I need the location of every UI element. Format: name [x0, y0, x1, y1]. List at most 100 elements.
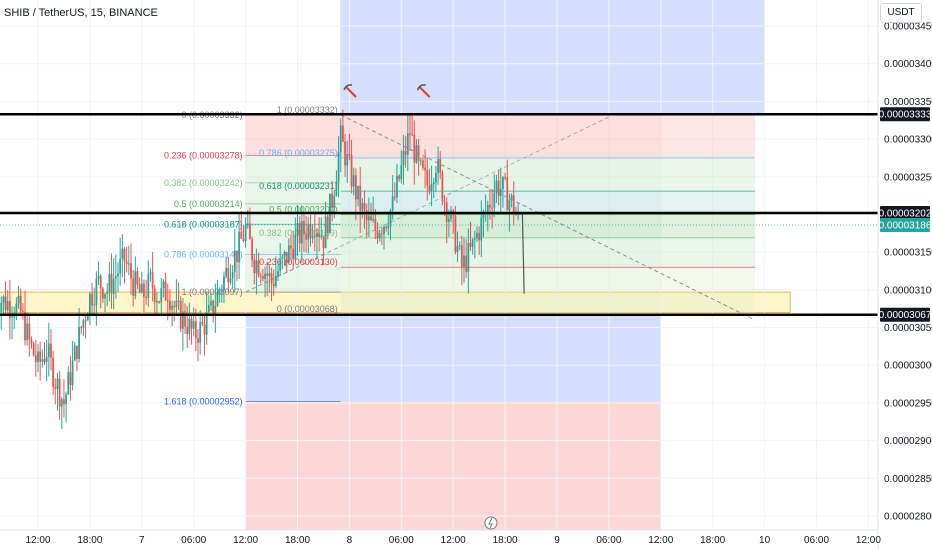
candle-body — [205, 312, 208, 335]
fib-right-band-ext — [660, 157, 755, 192]
candle-body — [441, 172, 444, 202]
candle-body — [210, 300, 212, 306]
fib-left-level-label: 0.618 (0.00003187) — [164, 219, 243, 229]
time-tick-label: 06:00 — [804, 535, 829, 546]
candle-body — [76, 345, 78, 359]
fib-right-level-label: 0 (0.00003068) — [277, 304, 338, 314]
candle-body — [56, 378, 59, 389]
candle-body — [13, 316, 16, 318]
horizontal-levels-layer[interactable]: 0.00003333 0.00003202 0.00003067 0.00003186 — [0, 84, 932, 322]
candle-body — [396, 175, 398, 198]
candle-body — [439, 159, 442, 173]
candle-body — [465, 255, 468, 272]
price-tick-label: 0.00002800 — [884, 512, 932, 523]
candle-body — [95, 278, 98, 305]
candle-body — [430, 184, 433, 191]
candle-body — [419, 160, 422, 162]
candle-body — [184, 311, 186, 327]
currency-selector[interactable]: USDT — [880, 3, 922, 23]
candle-body — [363, 202, 366, 211]
last-price-badge — [880, 218, 930, 233]
candle-body — [17, 295, 20, 304]
candle-body — [6, 301, 9, 311]
candle-body — [409, 133, 411, 135]
candle-body — [84, 320, 87, 322]
candle-body — [378, 233, 381, 239]
candle-body — [63, 399, 65, 405]
candle-body — [45, 357, 48, 362]
candle-body — [119, 258, 122, 274]
candle-body — [307, 224, 310, 240]
candle-body — [380, 233, 383, 235]
candle-body — [283, 251, 286, 257]
candle-body — [121, 248, 124, 259]
candle-body — [266, 273, 269, 276]
candle-body — [281, 256, 284, 259]
candle-body — [335, 181, 338, 196]
candle-body — [8, 301, 11, 318]
candle-body — [460, 245, 463, 267]
candle-body — [385, 226, 388, 228]
candle-body — [158, 301, 160, 303]
fib-left-trend-line — [245, 116, 611, 293]
candle-body — [220, 289, 223, 291]
candle-body — [91, 293, 93, 306]
candle-body — [229, 278, 232, 283]
candle-body — [361, 202, 364, 211]
candle-body — [387, 226, 390, 228]
candle-body — [502, 176, 504, 189]
candle-body — [54, 387, 57, 389]
candle-body — [140, 283, 143, 293]
candle-body — [114, 276, 117, 279]
candle-body — [173, 305, 176, 308]
candle-body — [255, 260, 258, 274]
fib-right-band — [340, 214, 661, 238]
candle-body — [406, 133, 409, 155]
candle-body — [240, 231, 243, 239]
candle-body — [169, 301, 171, 310]
candle-body — [262, 276, 264, 279]
lightning-icon[interactable] — [484, 516, 498, 530]
candle-body — [69, 372, 72, 386]
candle-body — [279, 258, 282, 272]
candle-body — [117, 273, 119, 277]
price-badge — [880, 107, 930, 122]
candle-body — [400, 165, 403, 180]
candle-body — [274, 275, 277, 286]
candle-body — [177, 300, 180, 302]
candle-body — [28, 323, 31, 340]
candle-body — [227, 268, 230, 283]
candle-body — [456, 245, 459, 252]
candle-body — [199, 322, 202, 343]
price-badge-label: 0.00003333 — [879, 110, 932, 121]
candle-body — [214, 305, 217, 315]
candle-body — [149, 272, 152, 274]
candle-body — [389, 210, 392, 227]
candle-body — [411, 134, 414, 136]
candle-body — [11, 316, 13, 318]
candle-body — [467, 242, 470, 272]
time-tick-label: 12:00 — [856, 535, 881, 546]
candle-body — [339, 125, 342, 153]
candle-body — [504, 176, 506, 178]
candle-body — [478, 233, 481, 241]
fib-left-level-label: 0.382 (0.00003242) — [164, 178, 243, 188]
candle-body — [354, 175, 357, 200]
fib-left-level-label: 0.236 (0.00003278) — [164, 151, 243, 161]
candle-body — [238, 231, 241, 263]
candle-body — [346, 153, 349, 166]
candle-body — [300, 221, 303, 244]
candle-body — [393, 196, 396, 198]
price-tick-label: 0.00002900 — [884, 436, 932, 447]
candle-body — [73, 345, 76, 361]
candle-body — [24, 311, 26, 341]
fibonacci-layer[interactable]: 0 (0.00003332)0.236 (0.00003278)0.382 (0… — [164, 105, 756, 406]
candle-body — [249, 223, 251, 240]
fib-right-band-ext — [660, 191, 755, 215]
candle-body — [415, 145, 418, 163]
candle-body — [181, 311, 184, 329]
candle-body — [60, 399, 63, 407]
candle-body — [357, 185, 359, 200]
candle-body — [277, 271, 279, 276]
